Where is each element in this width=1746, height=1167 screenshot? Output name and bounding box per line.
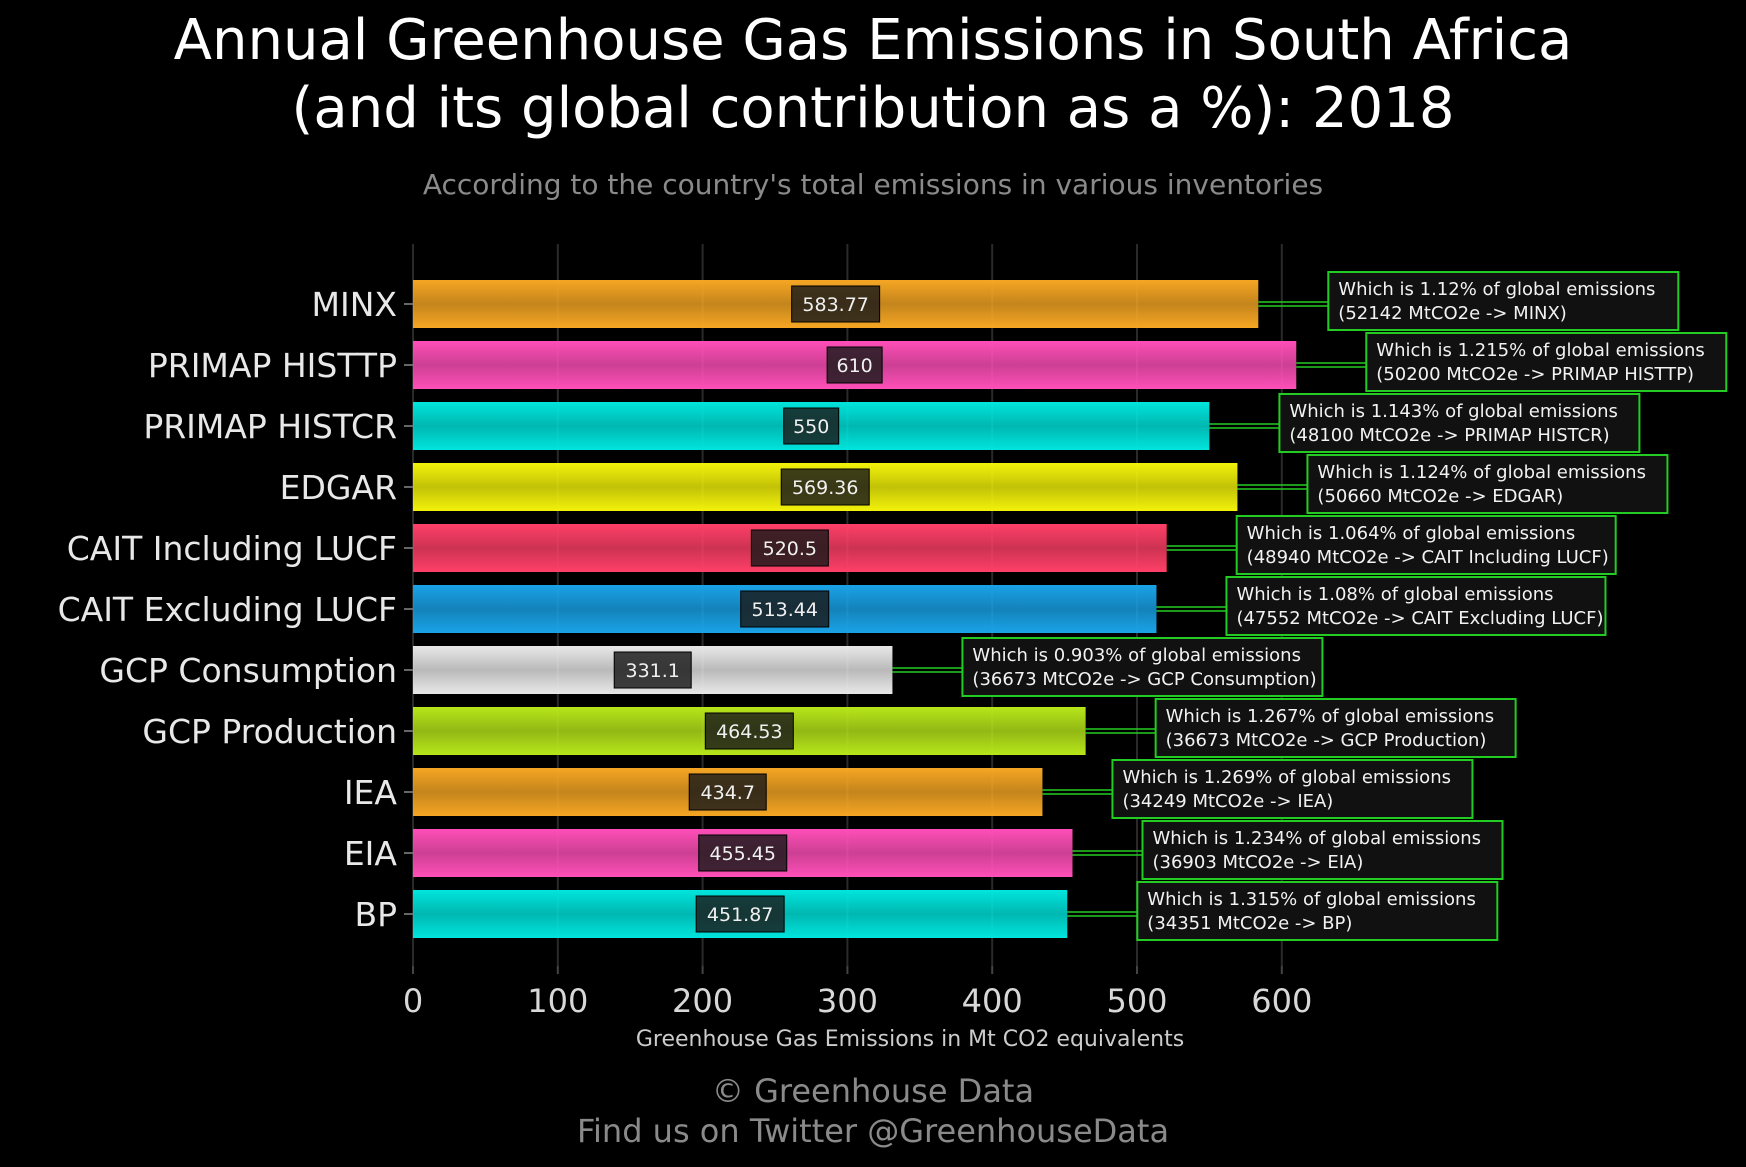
annotation-line1: Which is 1.234% of global emissions (1152, 828, 1481, 849)
annotation-line2: (50200 MtCO2e -> PRIMAP HISTTP) (1376, 364, 1694, 385)
annotation-box (961, 637, 1324, 697)
x-tick-label: 300 (817, 982, 878, 1020)
category-label: GCP Consumption (99, 651, 397, 690)
x-tick-label: 100 (527, 982, 588, 1020)
value-label: 331.1 (626, 660, 680, 682)
value-label-box (750, 529, 829, 567)
value-label: 464.53 (716, 721, 782, 743)
annotation-line2: (36903 MtCO2e -> EIA) (1152, 852, 1363, 873)
value-label-box (826, 346, 883, 384)
annotation-box (1235, 515, 1617, 575)
category-label: CAIT Including LUCF (67, 529, 397, 568)
category-label: MINX (312, 285, 398, 324)
value-label-box (698, 834, 788, 872)
annotation-line1: Which is 1.124% of global emissions (1317, 462, 1646, 483)
category-label: EIA (344, 834, 398, 873)
annotation-line1: Which is 1.315% of global emissions (1147, 889, 1476, 910)
value-label-box (695, 895, 785, 933)
annotation-box (1365, 332, 1728, 392)
annotation-box (1154, 698, 1517, 758)
value-label-box (688, 773, 767, 811)
x-tick-label: 600 (1251, 982, 1312, 1020)
chart-title-line1: Annual Greenhouse Gas Emissions in South… (173, 8, 1573, 73)
annotation-line1: Which is 1.215% of global emissions (1376, 340, 1705, 361)
value-label: 569.36 (792, 477, 858, 499)
annotation-line1: Which is 1.269% of global emissions (1122, 767, 1451, 788)
annotation-line1: Which is 1.064% of global emissions (1247, 523, 1576, 544)
value-label-box (783, 407, 840, 445)
category-label: BP (354, 895, 397, 934)
bars: 583.77 610 550 569.36 520.5 513.44 331.1 464.53… (413, 280, 1297, 938)
value-label: 520.5 (763, 538, 817, 560)
annotation-line1: Which is 1.267% of global emissions (1166, 706, 1495, 727)
annotation-line1: Which is 1.08% of global emissions (1236, 584, 1553, 605)
twitter-handle-text: Find us on Twitter @GreenhouseData (576, 1112, 1170, 1150)
annotation-box (1111, 759, 1474, 819)
value-label: 434.7 (701, 782, 755, 804)
annotation-line2: (52142 MtCO2e -> MINX) (1338, 303, 1567, 324)
category-label: PRIMAP HISTTP (148, 346, 397, 385)
category-label: PRIMAP HISTCR (143, 407, 397, 446)
category-label: GCP Production (142, 712, 397, 751)
annotation-box (1225, 576, 1607, 636)
annotation-box (1278, 393, 1641, 453)
annotations: Which is 1.12% of global emissions (52142… (892, 271, 1728, 941)
x-tick-label: 500 (1106, 982, 1167, 1020)
chart-title-line2: (and its global contribution as a %): 20… (291, 76, 1455, 141)
annotation-line2: (36673 MtCO2e -> GCP Production) (1166, 730, 1487, 751)
annotation-line2: (34351 MtCO2e -> BP) (1147, 913, 1352, 934)
x-tick-label: 400 (962, 982, 1023, 1020)
chart-subtitle: According to the country's total emissio… (422, 168, 1324, 201)
annotation-line2: (36673 MtCO2e -> GCP Consumption) (972, 669, 1316, 690)
x-axis-ticks: 0 100 200 300 400 500 600 (403, 966, 1312, 1020)
value-label: 455.45 (710, 843, 776, 865)
annotation-line1: Which is 1.12% of global emissions (1338, 279, 1655, 300)
value-label: 583.77 (802, 294, 868, 316)
value-label-box (740, 590, 830, 628)
annotation-box (1136, 881, 1499, 941)
value-label: 550 (793, 416, 829, 438)
value-label: 513.44 (751, 599, 817, 621)
annotation-line1: Which is 1.143% of global emissions (1289, 401, 1618, 422)
x-tick-label: 0 (403, 982, 423, 1020)
category-label: EDGAR (280, 468, 397, 507)
value-label-box (704, 712, 794, 750)
category-label: CAIT Excluding LUCF (58, 590, 397, 629)
value-label: 610 (837, 355, 873, 377)
annotation-box (1141, 820, 1504, 880)
category-labels: MINX PRIMAP HISTTP PRIMAP HISTCR EDGAR CAIT … (58, 285, 413, 934)
annotation-line2: (47552 MtCO2e -> CAIT Excluding LUCF) (1236, 608, 1603, 629)
value-label-box (791, 285, 881, 323)
value-label-box (780, 468, 870, 506)
annotation-line2: (34249 MtCO2e -> IEA) (1122, 791, 1333, 812)
annotation-line2: (48100 MtCO2e -> PRIMAP HISTCR) (1289, 425, 1609, 446)
value-label-box (613, 651, 692, 689)
x-tick-label: 200 (672, 982, 733, 1020)
category-label: IEA (344, 773, 398, 812)
x-axis-title: Greenhouse Gas Emissions in Mt CO2 equiv… (636, 1027, 1184, 1052)
annotation-box (1306, 454, 1669, 514)
copyright-text: © Greenhouse Data (711, 1072, 1035, 1110)
annotation-box (1327, 271, 1680, 331)
annotation-line2: (50660 MtCO2e -> EDGAR) (1317, 486, 1563, 507)
annotation-line1: Which is 0.903% of global emissions (972, 645, 1301, 666)
annotation-line2: (48940 MtCO2e -> CAIT Including LUCF) (1247, 547, 1609, 568)
value-label: 451.87 (707, 904, 773, 926)
